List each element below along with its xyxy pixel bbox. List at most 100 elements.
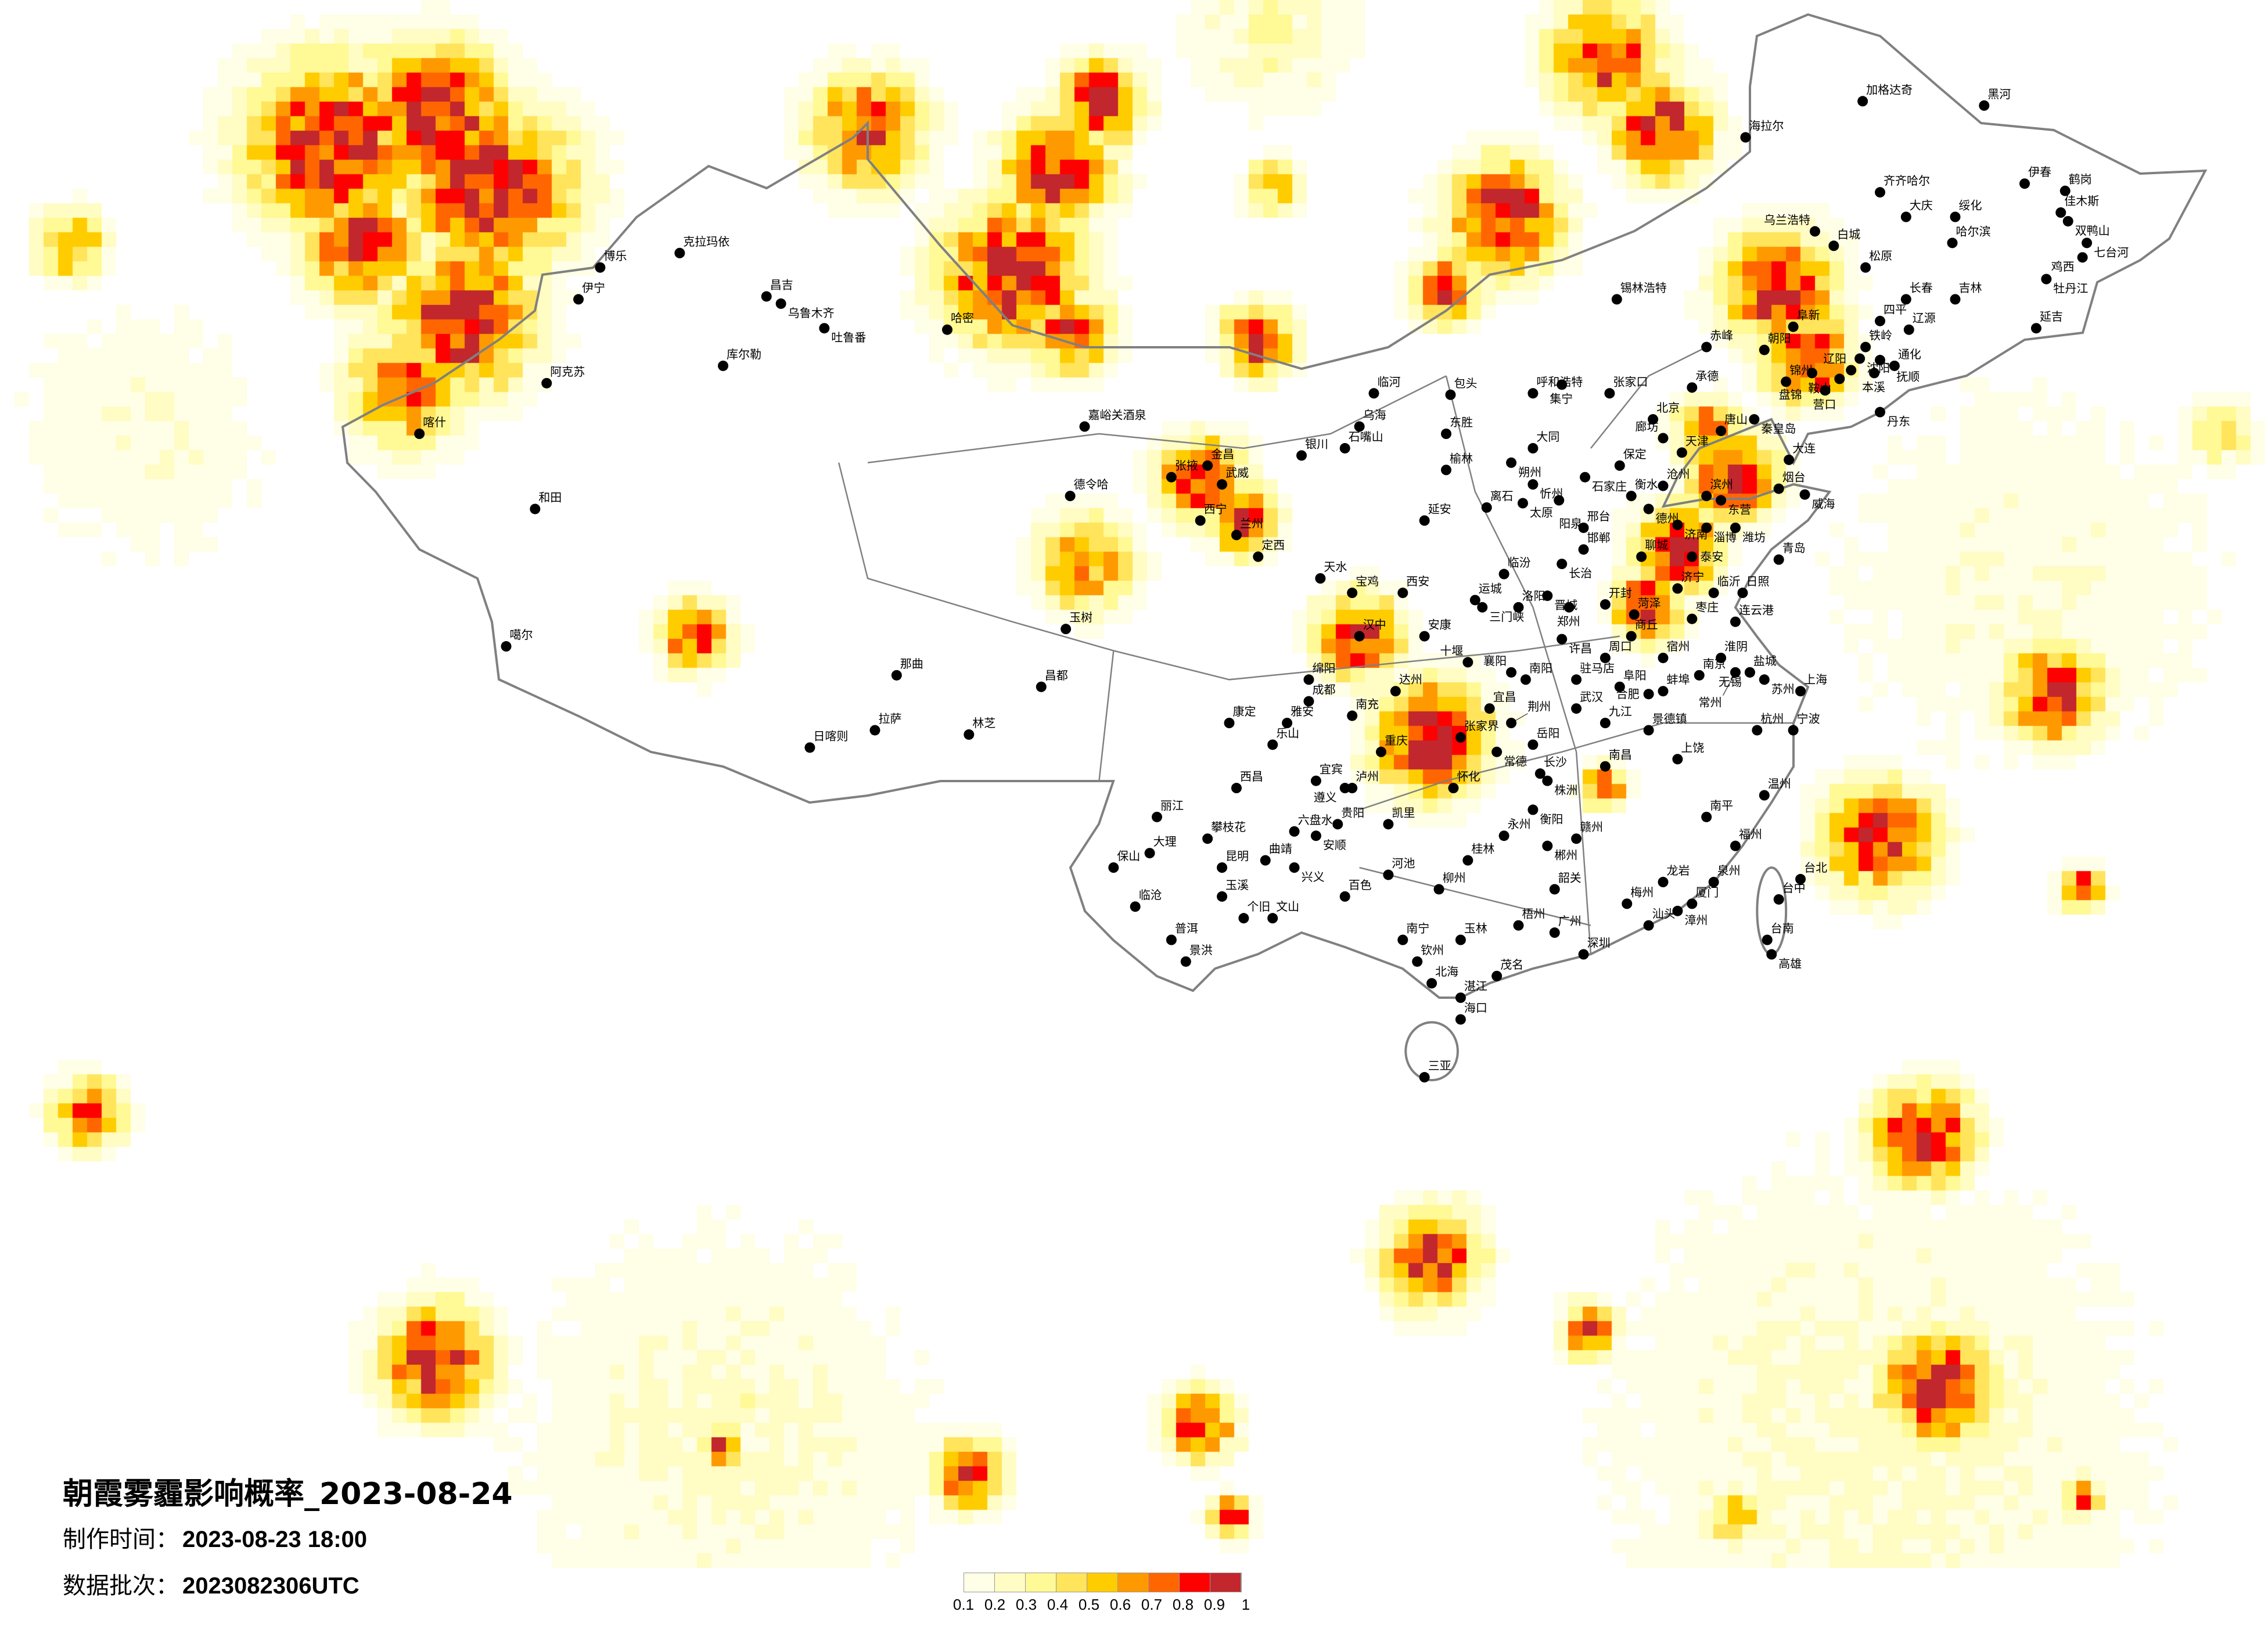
city-dot bbox=[1527, 388, 1539, 399]
city-dot bbox=[1397, 587, 1408, 598]
city-label: 日喀则 bbox=[813, 729, 848, 743]
city-label: 东胜 bbox=[1450, 415, 1473, 429]
city-label: 个旧 bbox=[1247, 900, 1270, 913]
city-dot bbox=[1799, 489, 1810, 500]
city-dot bbox=[1557, 559, 1568, 570]
city-dot bbox=[1195, 515, 1206, 526]
city-dot bbox=[674, 247, 685, 258]
city-label: 台北 bbox=[1804, 861, 1827, 875]
city-label: 雅安 bbox=[1291, 704, 1314, 718]
city-dot bbox=[1580, 472, 1591, 483]
city-label: 临沧 bbox=[1139, 888, 1162, 902]
legend-label: 0.7 bbox=[1141, 1596, 1163, 1613]
city-label: 大连 bbox=[1792, 441, 1816, 455]
city-label: 南充 bbox=[1356, 697, 1379, 711]
city-dot bbox=[1658, 480, 1669, 491]
city-label: 延吉 bbox=[2040, 310, 2063, 323]
city-dot bbox=[1527, 739, 1539, 750]
city-label: 西宁 bbox=[1204, 502, 1227, 516]
city-label: 上海 bbox=[1804, 672, 1827, 686]
city-dot bbox=[775, 298, 786, 309]
city-label: 韶关 bbox=[1558, 870, 1582, 884]
city-label: 那曲 bbox=[900, 657, 923, 671]
city-label: 太原 bbox=[1530, 506, 1553, 520]
city-dot bbox=[1672, 905, 1683, 916]
city-label: 六盘水 bbox=[1298, 813, 1333, 827]
legend-label: 1 bbox=[1241, 1596, 1250, 1613]
city-label: 鸡西 bbox=[2051, 260, 2075, 274]
city-label: 攀枝花 bbox=[1211, 820, 1246, 834]
city-label: 延安 bbox=[1428, 502, 1451, 516]
city-dot bbox=[1354, 421, 1365, 432]
made-time: 制作时间： 2023-08-23 18:00 bbox=[63, 1520, 367, 1554]
city-label: 商丘 bbox=[1635, 618, 1658, 632]
city-dot bbox=[819, 323, 830, 334]
city-dot bbox=[1036, 681, 1047, 692]
city-label: 忻州 bbox=[1540, 487, 1563, 501]
city-dot bbox=[1903, 324, 1914, 335]
city-dot bbox=[941, 324, 953, 335]
city-label: 茂名 bbox=[1500, 958, 1523, 972]
city-dot bbox=[1759, 674, 1770, 685]
city-dot bbox=[1339, 783, 1350, 794]
city-label: 伊春 bbox=[2028, 165, 2051, 179]
city-label: 西安 bbox=[1406, 574, 1429, 588]
city-label: 乐山 bbox=[1276, 726, 1299, 740]
city-label: 喀什 bbox=[423, 415, 446, 429]
city-label: 金昌 bbox=[1211, 447, 1234, 461]
city-label: 日照 bbox=[1746, 574, 1770, 588]
city-dot bbox=[1708, 876, 1719, 887]
city-label: 临河 bbox=[1378, 375, 1401, 388]
city-label: 南宁 bbox=[1406, 922, 1429, 936]
city-dot bbox=[1643, 689, 1654, 700]
city-dot bbox=[1339, 443, 1350, 454]
city-label: 重庆 bbox=[1385, 733, 1408, 747]
city-label: 蚌埠 bbox=[1667, 672, 1690, 686]
city-dot bbox=[1648, 414, 1659, 425]
legend-swatch bbox=[1026, 1573, 1056, 1592]
city-dot bbox=[1412, 956, 1423, 967]
city-label: 海口 bbox=[1464, 1001, 1487, 1015]
city-label: 运城 bbox=[1479, 581, 1502, 595]
city-dot bbox=[595, 262, 606, 273]
city-label: 邯郸 bbox=[1587, 531, 1611, 545]
city-label: 克拉玛依 bbox=[683, 235, 729, 249]
city-dot bbox=[1445, 389, 1456, 400]
city-dot bbox=[1950, 211, 1961, 222]
city-dot bbox=[1687, 613, 1698, 624]
city-dot bbox=[1622, 898, 1633, 909]
city-dot bbox=[1426, 978, 1437, 989]
city-label: 漳州 bbox=[1684, 913, 1708, 927]
city-dot bbox=[1260, 855, 1271, 866]
city-dot bbox=[1614, 681, 1625, 692]
legend-label: 0.4 bbox=[1047, 1596, 1069, 1613]
city-label: 三门峡 bbox=[1489, 610, 1524, 624]
city-label: 乌鲁木齐 bbox=[788, 306, 835, 320]
city-label: 河池 bbox=[1392, 857, 1415, 870]
city-label: 青岛 bbox=[1782, 541, 1806, 555]
city-label: 桂林 bbox=[1471, 842, 1494, 856]
city-label: 康定 bbox=[1233, 704, 1256, 718]
province-boundary bbox=[1359, 866, 1591, 926]
city-label: 玉林 bbox=[1464, 922, 1487, 936]
city-label: 保定 bbox=[1623, 447, 1647, 461]
city-label: 苏州 bbox=[1771, 682, 1795, 696]
city-dot bbox=[1900, 294, 1911, 305]
city-dot bbox=[1571, 674, 1582, 685]
city-label: 铁岭 bbox=[1869, 329, 1892, 343]
city-dot bbox=[1303, 696, 1314, 707]
city-dot bbox=[1578, 544, 1589, 555]
city-dot bbox=[1846, 365, 1857, 376]
city-label: 龙岩 bbox=[1667, 864, 1690, 877]
city-dot bbox=[1788, 725, 1799, 736]
city-label: 衡水 bbox=[1635, 477, 1658, 491]
city-dot bbox=[1202, 460, 1213, 471]
legend-swatch bbox=[1087, 1573, 1118, 1592]
city-label: 张家界 bbox=[1464, 719, 1499, 733]
city-label: 绵阳 bbox=[1313, 661, 1336, 675]
city-label: 阳泉 bbox=[1559, 517, 1582, 531]
city-dot bbox=[1108, 862, 1119, 873]
city-label: 泰安 bbox=[1700, 550, 1723, 564]
